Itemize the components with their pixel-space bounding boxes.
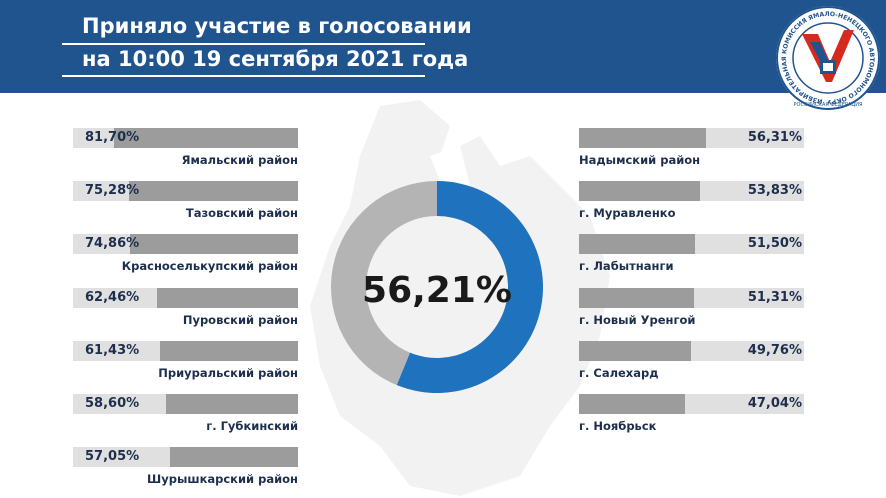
bar-value-label: 61,43% xyxy=(85,342,140,358)
title-underline-2 xyxy=(62,75,425,77)
bar-row: 58,60% г. Губкинский xyxy=(73,394,298,444)
bar-row: 74,86% Красноселькупский район xyxy=(73,234,298,284)
bar-category-label: Приуральский район xyxy=(158,365,298,380)
bar-category-label: Пуровский район xyxy=(182,312,298,327)
title-underline-1 xyxy=(62,43,425,45)
bar-category-label: г. Салехард xyxy=(579,365,659,380)
bar-track xyxy=(73,234,298,255)
bar-track xyxy=(73,340,298,361)
bar-track xyxy=(579,181,804,202)
bar-track xyxy=(579,287,804,308)
bar-category-label: г. Губкинский xyxy=(206,419,298,433)
bar-fill xyxy=(128,181,298,202)
bar-value-label: 57,05% xyxy=(85,449,140,465)
bar-category-label: г. Ноябрьск xyxy=(579,419,657,433)
bar-track xyxy=(73,287,298,308)
bar-track xyxy=(73,128,298,148)
donut-slice-not-participated xyxy=(330,181,437,386)
bar-track xyxy=(73,181,298,202)
bar-row: 53,83% г. Муравленко xyxy=(579,181,804,231)
bar-value-label: 74,86% xyxy=(85,236,140,252)
bar-row: 51,50% г. Лабытнанги xyxy=(579,234,804,284)
bar-fill xyxy=(579,287,695,308)
bar-value-label: 49,76% xyxy=(747,342,802,358)
bar-track xyxy=(579,128,804,148)
bar-category-label: Ямальский район xyxy=(181,153,298,167)
bar-row: 62,46% Пуровский район xyxy=(73,287,298,338)
bar-row: 57,05% Шурышкарский район xyxy=(73,447,298,497)
bar-row: 49,76% г. Салехард xyxy=(579,340,804,391)
bar-track xyxy=(579,394,804,414)
bar-fill xyxy=(579,128,706,148)
bar-fill xyxy=(579,234,695,255)
bar-fill xyxy=(129,234,298,255)
bar-value-label: 75,28% xyxy=(85,183,140,199)
bar-fill xyxy=(579,181,701,202)
election-commission-logo-icon: ИЗБИРАТЕЛЬНАЯ КОМИССИЯ ЯМАЛО-НЕНЕЦКОГО А… xyxy=(770,2,880,110)
bar-row: 81,70% Ямальский район xyxy=(73,128,298,178)
bar-category-label: Шурышкарский район xyxy=(147,472,298,487)
bar-row: 47,04% г. Ноябрьск xyxy=(579,394,804,444)
bar-value-label: 47,04% xyxy=(747,396,802,411)
turnout-donut-chart: 56,21% xyxy=(330,181,543,393)
bar-category-label: г. Новый Уренгой xyxy=(579,312,696,327)
logo-country-text: РОССИЙСКАЯ ФЕДЕРАЦИЯ xyxy=(794,101,863,108)
title-line-2: на 10:00 19 сентября 2021 года xyxy=(82,47,469,71)
bar-fill xyxy=(159,340,298,361)
bar-category-label: Красноселькупский район xyxy=(121,259,298,274)
bar-category-label: г. Лабытнанги xyxy=(579,259,674,274)
donut-center-label: 56,21% xyxy=(362,270,512,311)
bar-category-label: Тазовский район xyxy=(185,206,298,221)
bar-row: 51,31% г. Новый Уренгой xyxy=(579,287,804,338)
bar-value-label: 58,60% xyxy=(85,396,140,411)
bar-fill xyxy=(114,128,298,148)
bar-fill xyxy=(166,394,298,414)
bar-category-label: г. Муравленко xyxy=(579,206,676,221)
bar-fill xyxy=(169,447,298,468)
bar-row: 75,28% Тазовский район xyxy=(73,181,298,231)
bar-value-label: 62,46% xyxy=(85,289,140,305)
bar-track xyxy=(579,234,804,255)
bar-fill xyxy=(579,340,691,361)
bar-row: 56,31% Надымский район xyxy=(579,128,804,178)
bar-value-label: 51,50% xyxy=(747,236,802,252)
bar-fill xyxy=(579,394,685,414)
bar-category-label: Надымский район xyxy=(579,153,701,167)
bar-track xyxy=(73,447,298,468)
bar-value-label: 51,31% xyxy=(747,289,802,305)
title-line-1: Приняло участие в голосовании xyxy=(82,14,472,38)
bar-value-label: 81,70% xyxy=(85,130,140,145)
donut-slice-participated xyxy=(396,181,543,393)
bar-track xyxy=(579,340,804,361)
header-banner: Приняло участие в голосовании на 10:00 1… xyxy=(0,0,886,93)
bar-value-label: 56,31% xyxy=(747,130,802,145)
bar-value-label: 53,83% xyxy=(747,183,802,199)
bar-fill xyxy=(157,287,298,308)
bar-track xyxy=(73,394,298,414)
bar-row: 61,43% Приуральский район xyxy=(73,340,298,391)
